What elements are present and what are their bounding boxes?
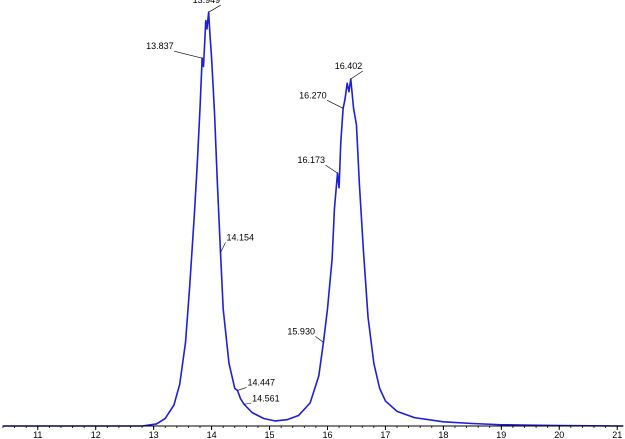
trace-point [202,65,205,68]
trace-point [362,249,365,252]
trace-point [384,400,387,402]
peak-label: 16.173 [298,155,326,165]
peak-label: 13.949 [193,0,221,5]
trace-point [199,107,201,109]
trace-point [413,417,415,419]
peak-label: 14.154 [227,233,255,243]
trace-point [318,375,320,377]
trace-point [367,316,369,318]
x-tick-label: 19 [496,430,506,439]
trace-point [263,417,265,420]
trace-point [338,187,340,189]
chromatogram-trace [3,11,624,427]
peak-label: 14.561 [252,393,280,403]
peak-annotations: 13.837 13.949 14.154 14.447 14.561 15.930 16.1… [146,0,363,405]
trace-point [346,82,348,84]
trace-point [340,141,342,143]
trace-point [164,417,166,420]
trace-point [213,111,216,114]
trace-point [352,107,355,109]
trace-point [373,362,375,364]
trace-point [188,287,191,289]
trace-point [274,420,276,422]
trace-point [442,421,444,423]
x-tick-label: 12 [91,430,101,439]
trace-point [396,410,398,412]
trace-point [196,166,198,168]
x-tick-label: 15 [265,430,275,439]
peak-label: 15.930 [287,326,315,336]
trace-point [184,341,187,343]
x-tick-label: 17 [380,430,390,439]
peak-leader-line [208,4,221,13]
x-tick-label: 14 [207,430,217,439]
peak-label: 13.837 [146,41,174,51]
peak-leader-line [315,336,324,343]
trace-point [286,419,288,421]
x-tick-label: 11 [33,430,42,439]
trace-point [251,412,253,414]
trace-point [209,32,211,34]
peak-label: 14.447 [247,377,275,387]
trace-layer [2,11,624,427]
peak-leader-line [220,242,226,253]
trace-point [344,99,346,101]
x-tick-label: 20 [554,430,564,439]
trace-point [326,308,329,310]
x-tick-label: 16 [322,430,332,439]
peak-leader-line [326,100,344,109]
trace-point [179,383,181,385]
trace-point [205,19,207,22]
x-tick-label: 21 [612,430,622,439]
trace-point [228,362,230,364]
peak-leader-line [244,402,252,405]
peak-label: 16.402 [335,61,363,71]
peak-leader-line [325,164,338,174]
peak-leader-line [174,50,203,59]
x-tick-label: 18 [438,430,448,439]
trace-point [297,414,300,417]
trace-point [155,423,158,425]
trace-point [500,424,502,426]
peak-leader-line [237,387,247,391]
trace-point [333,208,336,210]
trace-point [234,387,236,389]
trace-point [222,308,224,310]
trace-point [173,404,175,406]
trace-point [348,91,350,93]
trace-point [239,398,242,400]
trace-point [529,424,531,426]
trace-point [193,216,195,218]
trace-point [206,28,208,30]
trace-point [358,182,360,185]
trace-point [211,57,213,59]
x-tick-label: 13 [149,430,159,439]
trace-point [355,124,358,126]
x-axis: 11 12 13 14 15 16 17 18 19 20 21 [2,425,623,439]
peak-leader-line [350,70,363,80]
trace-point [309,402,311,404]
trace-point [216,182,218,185]
trace-point [379,387,381,389]
trace-point [331,258,333,260]
trace-point [471,422,473,425]
peak-label: 16.270 [299,90,327,100]
